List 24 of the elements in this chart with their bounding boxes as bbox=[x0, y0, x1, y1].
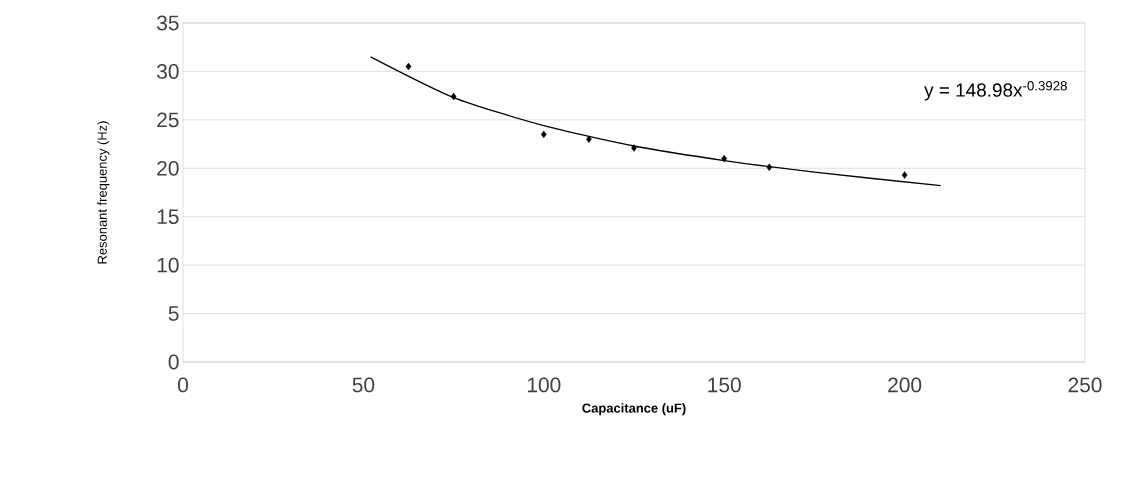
y-tick-label: 20 bbox=[157, 160, 179, 176]
x-tick-label: 200 bbox=[888, 377, 922, 393]
x-tick-label: 100 bbox=[527, 377, 561, 393]
y-tick-label: 30 bbox=[157, 64, 179, 79]
point bbox=[631, 144, 637, 152]
y-tick-label: 15 bbox=[157, 209, 179, 225]
x-tick-label: 250 bbox=[1068, 377, 1102, 393]
point bbox=[586, 135, 592, 143]
y-tick-label: 10 bbox=[157, 257, 179, 273]
y-tick-label: 5 bbox=[168, 306, 179, 321]
point bbox=[405, 62, 412, 71]
point bbox=[450, 92, 457, 101]
x-axis-title: Capacitance (uF) bbox=[582, 403, 686, 416]
y-tick-label: 0 bbox=[168, 354, 179, 370]
point bbox=[721, 154, 728, 163]
x-tick-label: 50 bbox=[352, 377, 375, 393]
point bbox=[901, 171, 908, 179]
x-tick-label: 150 bbox=[708, 377, 741, 393]
point bbox=[540, 130, 547, 139]
y-tick-label: 25 bbox=[157, 112, 179, 128]
y-tick-label: 35 bbox=[157, 15, 179, 31]
annotation: y = 148.98x$^{-0.3928}$ bbox=[924, 81, 1067, 101]
point bbox=[766, 163, 773, 171]
y-axis-title: Resonant frequency (Hz) bbox=[97, 121, 110, 264]
